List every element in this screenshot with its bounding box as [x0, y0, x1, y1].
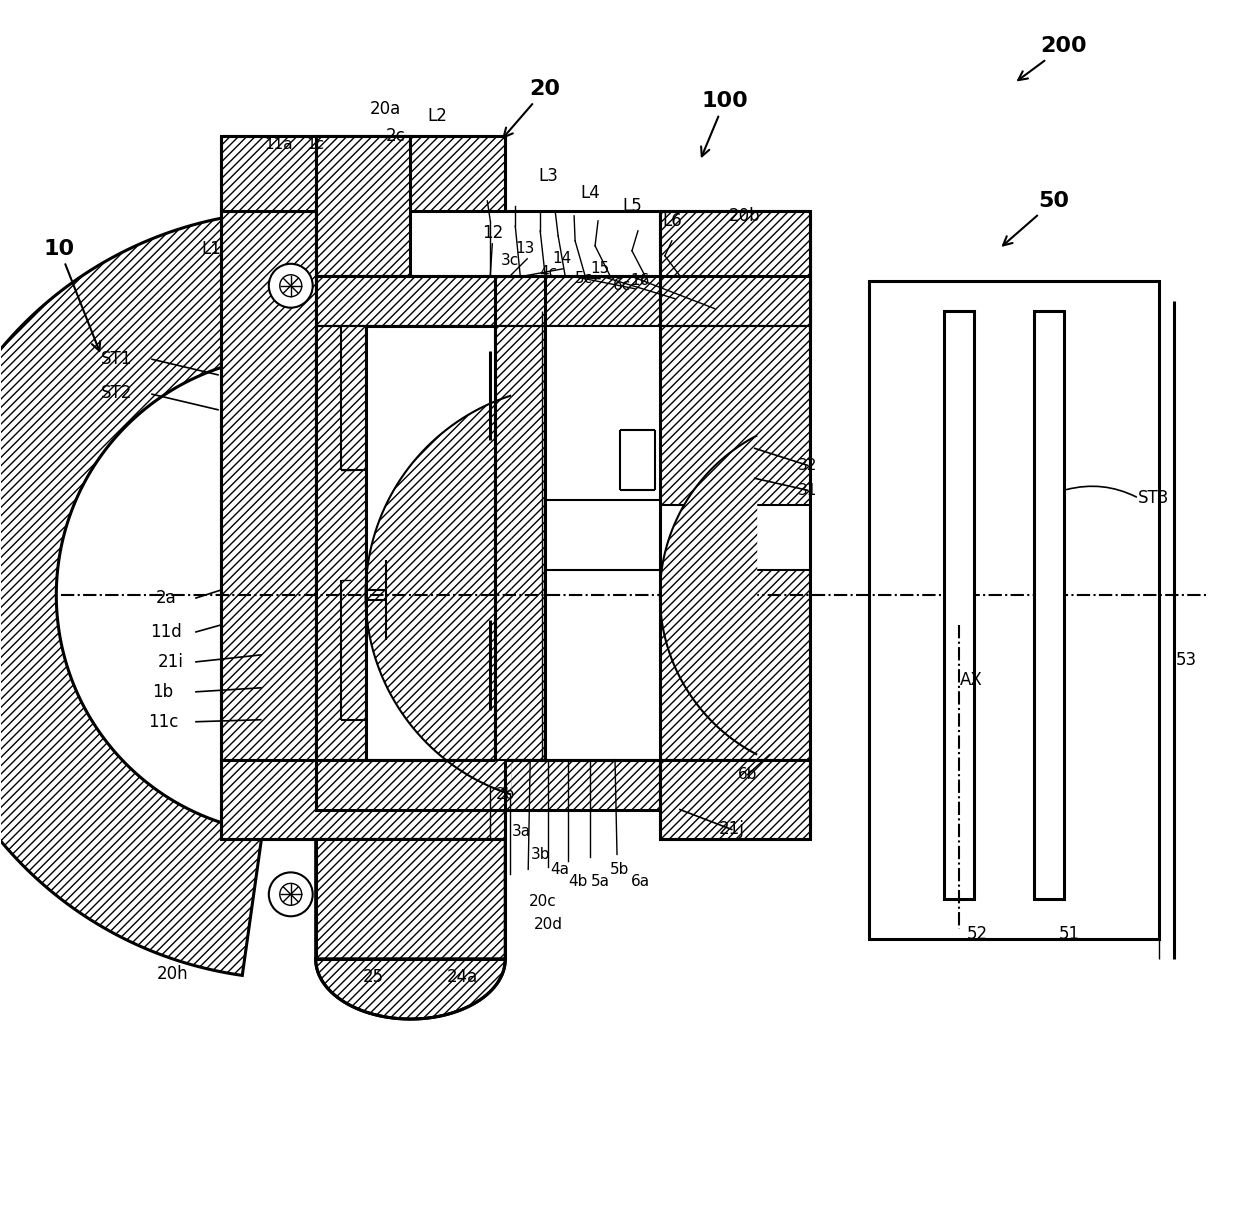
- Text: ST3: ST3: [1138, 490, 1169, 508]
- Text: L5: L5: [622, 196, 642, 215]
- Text: 5b: 5b: [610, 862, 630, 877]
- Text: 5a: 5a: [590, 874, 610, 888]
- Text: 2a: 2a: [156, 589, 176, 607]
- Text: 20b: 20b: [729, 207, 760, 225]
- Bar: [660, 760, 810, 840]
- Text: 52: 52: [967, 925, 988, 943]
- Text: 6b: 6b: [738, 767, 758, 782]
- Bar: [221, 760, 505, 840]
- Text: 2c: 2c: [386, 127, 405, 145]
- Polygon shape: [0, 215, 263, 976]
- Text: 24a: 24a: [446, 968, 477, 987]
- Text: L2: L2: [428, 107, 448, 125]
- Text: 4a: 4a: [551, 862, 569, 877]
- Text: 11d: 11d: [150, 623, 182, 641]
- Bar: [221, 136, 505, 211]
- Text: 50: 50: [1003, 191, 1070, 246]
- Polygon shape: [316, 840, 505, 1019]
- Bar: [869, 281, 1158, 939]
- Text: 31: 31: [797, 482, 817, 498]
- Text: 11a: 11a: [264, 137, 293, 152]
- Text: 20: 20: [503, 79, 560, 137]
- Bar: [366, 326, 495, 760]
- Bar: [660, 326, 810, 505]
- Text: 15: 15: [590, 262, 610, 276]
- Text: 21i: 21i: [157, 653, 184, 671]
- Text: 10: 10: [43, 239, 100, 350]
- Text: 100: 100: [701, 91, 748, 156]
- Text: 20a: 20a: [370, 101, 402, 118]
- Bar: [221, 211, 316, 760]
- Text: 13: 13: [516, 241, 534, 256]
- Text: 6c: 6c: [613, 279, 631, 293]
- Bar: [1034, 310, 1064, 899]
- Text: 32: 32: [797, 458, 817, 473]
- Text: 16: 16: [630, 273, 650, 288]
- Text: L3: L3: [538, 167, 558, 185]
- Circle shape: [269, 264, 312, 308]
- Text: 200: 200: [1018, 36, 1087, 80]
- Text: 12: 12: [481, 224, 503, 242]
- Text: L4: L4: [580, 184, 600, 202]
- Bar: [495, 326, 546, 760]
- Bar: [546, 570, 660, 760]
- Text: 3c: 3c: [501, 253, 520, 268]
- Text: L1: L1: [201, 240, 221, 258]
- Text: 20c: 20c: [529, 893, 557, 909]
- Text: 20h: 20h: [157, 965, 188, 983]
- Polygon shape: [56, 358, 296, 833]
- Text: 53: 53: [1176, 651, 1198, 669]
- Text: 3b: 3b: [531, 847, 549, 862]
- Bar: [660, 570, 810, 760]
- Text: 4c: 4c: [539, 265, 557, 280]
- Bar: [316, 276, 810, 326]
- Text: 5c: 5c: [575, 271, 593, 286]
- Text: 1c: 1c: [306, 137, 325, 152]
- Text: 14: 14: [553, 251, 572, 267]
- Text: 51: 51: [1059, 925, 1080, 943]
- Bar: [546, 326, 660, 760]
- Bar: [316, 760, 660, 810]
- Text: 2b: 2b: [496, 787, 515, 802]
- Bar: [660, 211, 810, 326]
- Bar: [316, 326, 366, 760]
- Bar: [944, 310, 975, 899]
- Text: 11c: 11c: [148, 713, 179, 731]
- Text: 6a: 6a: [630, 874, 650, 888]
- Text: L6: L6: [662, 212, 682, 230]
- Text: 3a: 3a: [512, 824, 531, 839]
- Text: AX: AX: [960, 670, 982, 688]
- Bar: [316, 136, 410, 276]
- Text: 25: 25: [363, 968, 384, 987]
- Text: 20d: 20d: [533, 916, 563, 932]
- Bar: [546, 326, 660, 570]
- Text: 21j: 21j: [719, 821, 745, 839]
- Text: 1b: 1b: [153, 682, 174, 701]
- Text: ST1: ST1: [100, 349, 131, 367]
- Text: ST2: ST2: [100, 384, 131, 402]
- Circle shape: [269, 873, 312, 916]
- Text: 4b: 4b: [568, 874, 588, 888]
